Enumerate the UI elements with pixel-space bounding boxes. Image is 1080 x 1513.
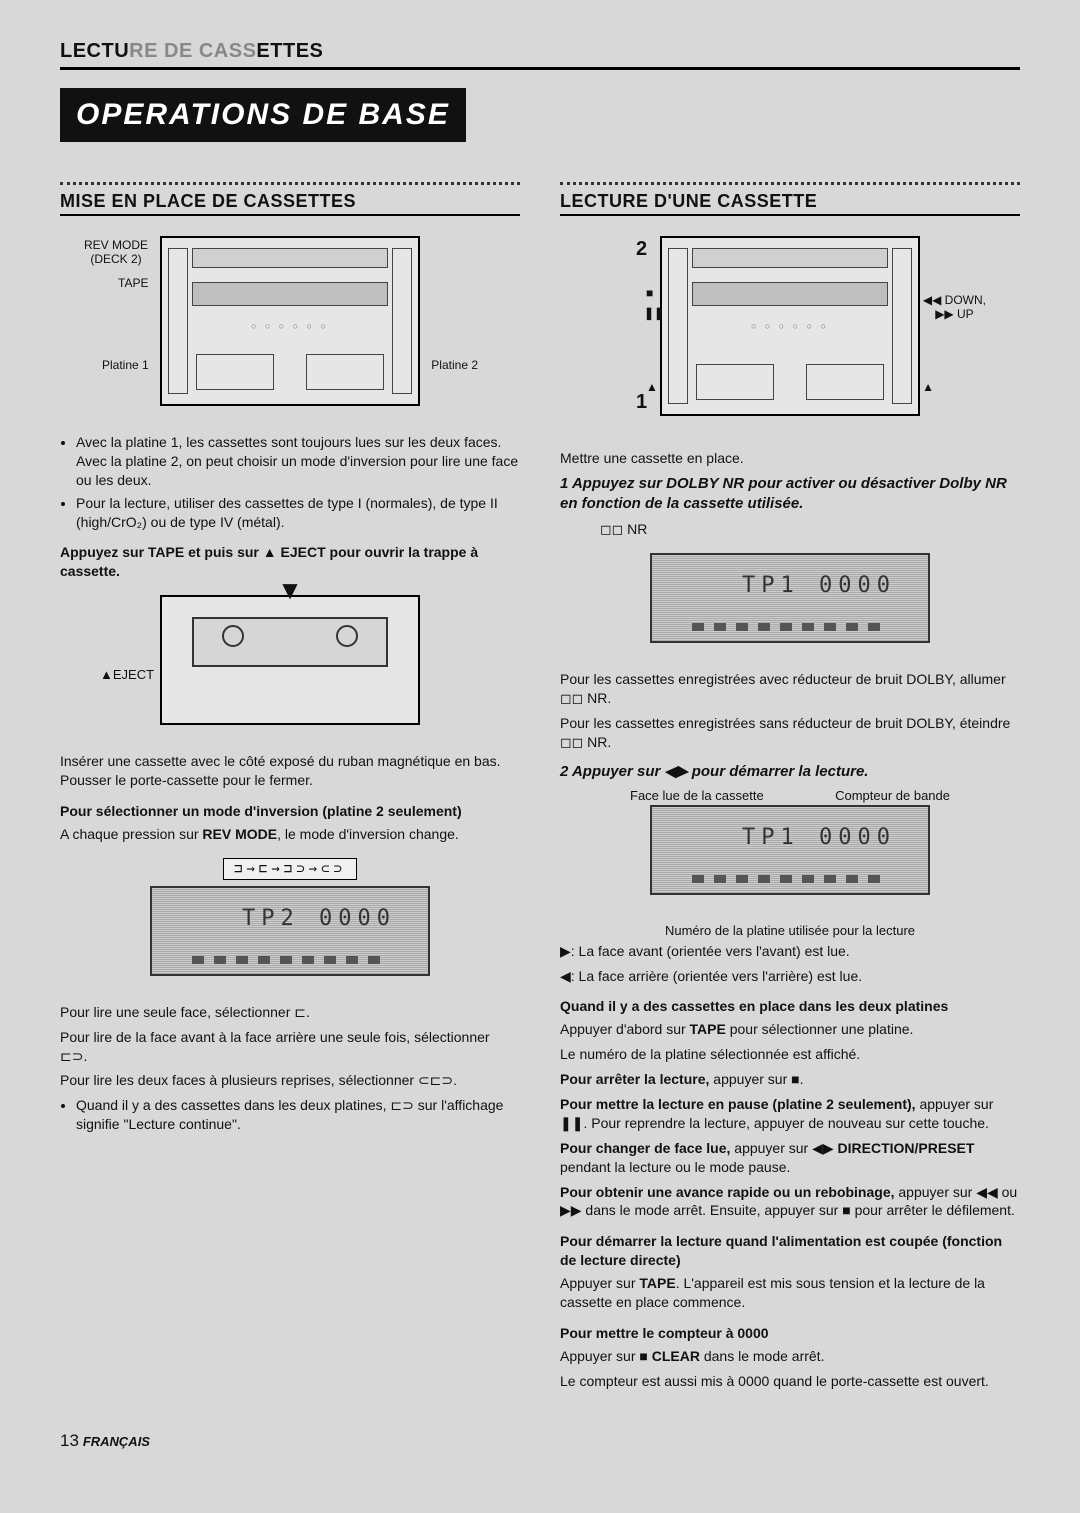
ann-platine-num: Numéro de la platine utilisée pour la le… xyxy=(560,922,1020,940)
label-eject: ▲EJECT xyxy=(100,667,154,682)
p-counter-1: Appuyer sur ■ CLEAR dans le mode arrêt. xyxy=(560,1347,1020,1366)
ann-counter: Compteur de bande xyxy=(835,788,950,803)
section-title-mise: MISE EN PLACE DE CASSETTES xyxy=(60,182,520,212)
header-shaded: RE DE CASS xyxy=(129,40,256,62)
p-face-back: ◀: La face arrière (orientée vers l'arri… xyxy=(560,967,1020,986)
p-face-forward: ▶: La face avant (orientée vers l'avant)… xyxy=(560,942,1020,961)
bullets-2: Quand il y a des cassettes dans les deux… xyxy=(76,1096,520,1134)
label-stop-icon: ■ xyxy=(646,286,653,300)
bullet: Avec la platine 1, les cassettes sont to… xyxy=(76,433,520,490)
label-num-1: 1 xyxy=(636,391,647,414)
p-face-3: Pour lire les deux faces à plusieurs rep… xyxy=(60,1071,520,1090)
rule xyxy=(60,214,520,216)
nr-label: ◻◻ NR xyxy=(600,520,1020,539)
label-tape: TAPE xyxy=(118,276,148,290)
label-platine-2: Platine 2 xyxy=(431,358,478,372)
label-down-up: ◀◀ DOWN, ▶▶ UP xyxy=(923,293,986,321)
p-face-1: Pour lire une seule face, sélectionner ⊏… xyxy=(60,1003,520,1022)
bullet: Quand il y a des cassettes dans les deux… xyxy=(76,1096,520,1134)
p-change-side: Pour changer de face lue, appuyer sur ◀▶… xyxy=(560,1139,1020,1177)
p-face-2: Pour lire de la face avant à la face arr… xyxy=(60,1028,520,1066)
label-eject-right-icon: ▲ xyxy=(922,380,934,394)
footer-language: FRANÇAIS xyxy=(83,1434,150,1449)
label-num-2: 2 xyxy=(636,238,647,261)
stereo-diagram-1: REV MODE (DECK 2) TAPE Platine 1 Platine… xyxy=(60,236,520,411)
ann-face: Face lue de la cassette xyxy=(630,788,764,803)
page-footer: 13 FRANÇAIS xyxy=(60,1431,1020,1451)
p-both-1: Appuyer d'abord sur TAPE pour sélectionn… xyxy=(560,1020,1020,1039)
p-insert: Insérer une cassette avec le côté exposé… xyxy=(60,752,520,790)
display-diagram-2: TP1 0000 xyxy=(560,805,1020,900)
deck-diagram: ▼ ▲EJECT xyxy=(60,595,520,730)
label-pause-icon: ❚❚ xyxy=(644,306,664,320)
page-header: LECTURE DE CASSETTES xyxy=(60,40,1020,63)
p-direct: Appuyer sur TAPE. L'appareil est mis sou… xyxy=(560,1274,1020,1312)
rev-mode-icons: ⊐→⊏→⊐⊃→⊂⊃ xyxy=(223,858,357,880)
p-stop: Pour arrêter la lecture, appuyer sur ■. xyxy=(560,1070,1020,1089)
p-revmode: A chaque pression sur REV MODE, le mode … xyxy=(60,825,520,844)
header-plain-2: ETTES xyxy=(256,40,323,62)
down-arrow-icon: ▼ xyxy=(277,575,303,606)
step-2-title: 2 Appuyer sur ◀▶ pour démarrer la lectur… xyxy=(560,762,1020,782)
header-plain-1: LECTU xyxy=(60,40,129,62)
label-platine-1: Platine 1 xyxy=(102,358,149,372)
display-annotations-top: Face lue de la cassette Compteur de band… xyxy=(630,788,950,805)
p-nr-on: Pour les cassettes enregistrées avec réd… xyxy=(560,670,1020,708)
display-diagram-1: TP1 0000 xyxy=(560,553,1020,648)
page-number: 13 xyxy=(60,1431,79,1450)
step-1-title: 1 Appuyez sur DOLBY NR pour activer ou d… xyxy=(560,474,1020,515)
rule xyxy=(560,214,1020,216)
subhead-both-decks: Quand il y a des cassettes en place dans… xyxy=(560,997,1020,1016)
p-nr-off: Pour les cassettes enregistrées sans réd… xyxy=(560,714,1020,752)
stereo-diagram-2: 2 1 ■ ❚❚ ▲ ▲ ◀◀ DOWN, ▶▶ UP xyxy=(560,236,1020,427)
left-column: MISE EN PLACE DE CASSETTES REV MODE (DEC… xyxy=(60,182,520,1397)
display-tp1-b: TP1 0000 xyxy=(742,825,896,850)
subhead-reset-counter: Pour mettre le compteur à 0000 xyxy=(560,1324,1020,1343)
subhead-direct-play: Pour démarrer la lecture quand l'aliment… xyxy=(560,1232,1020,1270)
header-rule xyxy=(60,67,1020,70)
display-tp2: TP2 0000 xyxy=(242,906,396,931)
p-ff-rew: Pour obtenir une avance rapide ou un reb… xyxy=(560,1183,1020,1221)
bullets-1: Avec la platine 1, les cassettes sont to… xyxy=(76,433,520,531)
subhead-revmode: Pour sélectionner un mode d'inversion (p… xyxy=(60,802,520,821)
p-both-2: Le numéro de la platine sélectionnée est… xyxy=(560,1045,1020,1064)
p-counter-2: Le compteur est aussi mis à 0000 quand l… xyxy=(560,1372,1020,1391)
label-eject-left-icon: ▲ xyxy=(646,380,658,394)
p-put-cassette: Mettre une cassette en place. xyxy=(560,449,1020,468)
section-title-lecture: LECTURE D'UNE CASSETTE xyxy=(560,182,1020,212)
rev-mode-diagram: ⊐→⊏→⊐⊃→⊂⊃ TP2 0000 xyxy=(60,858,520,981)
bullet: Pour la lecture, utiliser des cassettes … xyxy=(76,494,520,532)
right-column: LECTURE D'UNE CASSETTE 2 1 ■ ❚❚ ▲ ▲ ◀◀ D… xyxy=(560,182,1020,1397)
p-pause: Pour mettre la lecture en pause (platine… xyxy=(560,1095,1020,1133)
label-rev-mode: REV MODE (DECK 2) xyxy=(84,238,148,266)
operations-banner: OPERATIONS DE BASE xyxy=(60,88,466,142)
display-tp1-a: TP1 0000 xyxy=(742,573,896,598)
